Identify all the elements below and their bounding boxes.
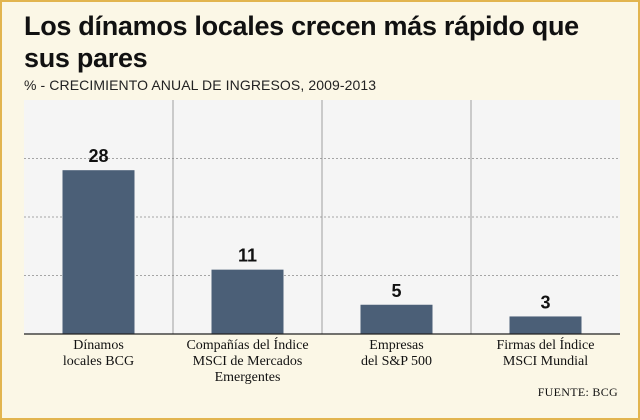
category-label: Empresas del S&P 500	[323, 338, 471, 370]
chart-title: Los dínamos locales crecen más rápido qu…	[24, 11, 579, 73]
bar	[509, 316, 582, 334]
category-label-line: Firmas del Índice	[496, 338, 595, 353]
data-label: 11	[238, 246, 257, 266]
bar	[62, 170, 135, 334]
category-label-line: del S&P 500	[360, 354, 433, 369]
category-label-line: MSCI de Mercados	[192, 354, 303, 369]
bar	[360, 304, 433, 334]
category-label-line: Compañías del Índice	[186, 338, 309, 353]
data-label: 28	[88, 146, 108, 166]
category-label-line: locales BCG	[62, 354, 135, 369]
category-label-line: Emergentes	[214, 370, 281, 385]
category-label-line: Empresas	[369, 338, 424, 353]
source-note: FUENTE: BCG	[537, 385, 618, 399]
chart-subtitle: % - CRECIMIENTO ANUAL DE INGRESOS, 2009-…	[24, 77, 377, 93]
bar	[211, 269, 284, 334]
data-label: 3	[540, 292, 550, 312]
category-label: Firmas del Índice MSCI Mundial	[472, 338, 620, 370]
category-label-line: MSCI Mundial	[502, 354, 589, 369]
category-label-line: Dínamos	[73, 338, 124, 353]
category-label: Compañías del Índice MSCI de Mercados Emer…	[174, 338, 322, 386]
data-label: 5	[391, 281, 401, 301]
category-label: Dínamos locales BCG	[25, 338, 173, 370]
